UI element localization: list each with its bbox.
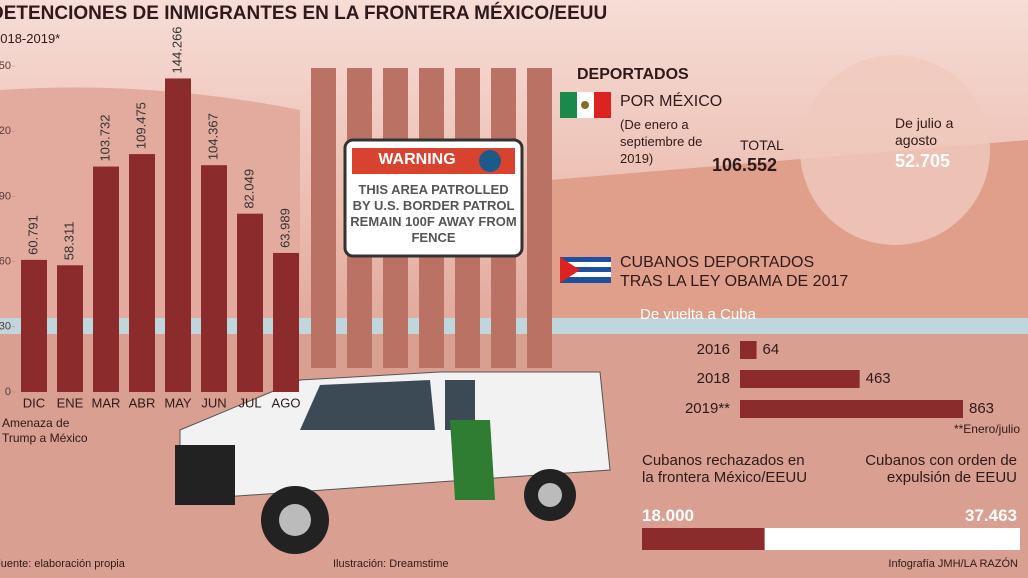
- y-tick-label: 90: [0, 190, 11, 202]
- bar: [21, 259, 47, 392]
- x-tick-label: JUL: [238, 395, 261, 410]
- value-label: 144.266: [169, 26, 184, 73]
- partial-label: De julio a agosto: [895, 115, 954, 148]
- bar: [129, 154, 155, 392]
- bar: [273, 252, 299, 392]
- bar: [201, 165, 227, 392]
- sign-header: WARNING: [378, 151, 456, 168]
- cuba-heading: CUBANOS DEPORTADOS TRAS LA LEY OBAMA DE …: [620, 254, 849, 290]
- x-tick-label: JUN: [201, 395, 226, 410]
- total-value: 106.552: [712, 155, 778, 175]
- value-label: 64: [763, 341, 780, 358]
- bar: [740, 341, 757, 359]
- credit: Infografía JMH/LA RAZÓN: [888, 558, 1018, 570]
- value-label: 18.000: [642, 506, 694, 525]
- bar-segment: [642, 528, 765, 550]
- value-label: 104.367: [205, 113, 220, 160]
- y-tick-label: 120: [0, 125, 11, 137]
- series-name: Cubanos rechazados en la frontera México…: [642, 452, 808, 486]
- warning-sign: [343, 138, 524, 258]
- deportados-heading: DEPORTADOS: [577, 66, 689, 83]
- value-label: 103.732: [97, 115, 112, 162]
- value-label: 463: [866, 370, 891, 387]
- bar: [740, 400, 963, 418]
- value-label: 63.989: [277, 208, 292, 248]
- annotation: Amenaza de Trump a México: [2, 416, 88, 445]
- circle-deco: [800, 55, 990, 245]
- source: Fuente: elaboración propia: [0, 558, 125, 570]
- bar: [740, 370, 860, 388]
- flag-cuba: [560, 257, 611, 283]
- y-tick-label: 0: [5, 386, 11, 398]
- x-tick-label: DIC: [23, 395, 45, 410]
- bar-segment: [764, 528, 1020, 550]
- value-label: 109.475: [133, 102, 148, 149]
- chart-title: De vuelta a Cuba: [640, 306, 756, 323]
- value-label: 82.049: [241, 169, 256, 209]
- flag-mexico: [560, 92, 611, 118]
- y-tick-label: 2019**: [685, 400, 730, 417]
- bar: [57, 265, 83, 392]
- bar: [93, 166, 119, 392]
- y-tick-label: 150: [0, 60, 11, 72]
- total-label: TOTAL: [740, 137, 784, 153]
- sign-text: THIS AREA PATROLLED BY U.S. BORDER PATRO…: [350, 182, 517, 245]
- x-tick-label: AGO: [272, 395, 301, 410]
- bar: [165, 78, 191, 393]
- illustration-credit: Ilustración: Dreamstime: [333, 558, 449, 570]
- y-tick-label: 2018: [697, 370, 730, 387]
- x-tick-label: MAY: [164, 395, 192, 410]
- truck: [175, 371, 611, 554]
- y-tick-label: 2016: [697, 341, 730, 358]
- partial-value: 52.705: [895, 151, 951, 171]
- x-tick-label: ENE: [57, 395, 84, 410]
- series-name: Cubanos con orden de expulsión de EEUU: [865, 452, 1017, 486]
- value-label: 37.463: [965, 506, 1017, 525]
- x-tick-label: ABR: [129, 395, 156, 410]
- deportados-label: POR MÉXICO: [620, 93, 723, 110]
- value-label: 58.311: [61, 221, 76, 260]
- title: DETENCIONES DE INMIGRANTES EN LA FRONTER…: [0, 3, 608, 24]
- value-label: 60.791: [25, 215, 40, 255]
- value-label: 863: [969, 400, 994, 417]
- subtitle: 2018-2019*: [0, 31, 61, 46]
- charts: 0 30 60 90 120 150 60.791 DIC 58.311 ENE 103.732 MA…: [0, 26, 1020, 550]
- y-tick-label: 30: [0, 321, 11, 333]
- bar: [237, 213, 263, 392]
- deportados-period: (De enero a septiembre de 2019): [620, 117, 703, 166]
- y-tick-label: 60: [0, 256, 11, 268]
- note: **Enero/julio: [953, 422, 1020, 436]
- x-tick-label: MAR: [92, 395, 121, 410]
